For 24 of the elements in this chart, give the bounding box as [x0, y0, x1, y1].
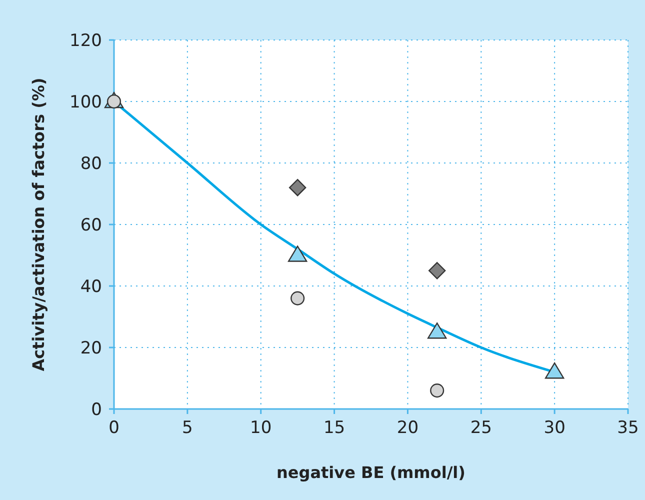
point: [430, 384, 444, 398]
point: [427, 322, 447, 339]
x-tick-label: 25: [470, 418, 492, 438]
y-tick-label: 0: [91, 400, 102, 420]
y-tick-label: 20: [80, 338, 102, 358]
x-tick-label: 15: [323, 418, 346, 438]
y-tick-label: 60: [80, 216, 102, 236]
y-tick-label: 100: [70, 92, 102, 112]
x-tick-label: 30: [544, 418, 566, 438]
y-tick-label: 120: [70, 31, 102, 51]
y-tick-label: 80: [80, 154, 102, 174]
x-tick-label: 35: [617, 418, 639, 438]
y-axis-title: Activity/activation of factors (%): [29, 78, 48, 372]
point: [544, 362, 564, 379]
x-tick-label: 20: [396, 418, 419, 438]
x-tick-label: 0: [108, 418, 120, 438]
point: [288, 246, 308, 262]
y-tick-label: 40: [80, 277, 102, 297]
point: [288, 179, 306, 196]
point: [428, 262, 446, 280]
x-axis-title: negative BE (mmol/l): [276, 463, 466, 482]
x-tick-label: 5: [182, 418, 193, 438]
x-tick-label: 10: [250, 418, 272, 438]
point: [290, 291, 305, 306]
